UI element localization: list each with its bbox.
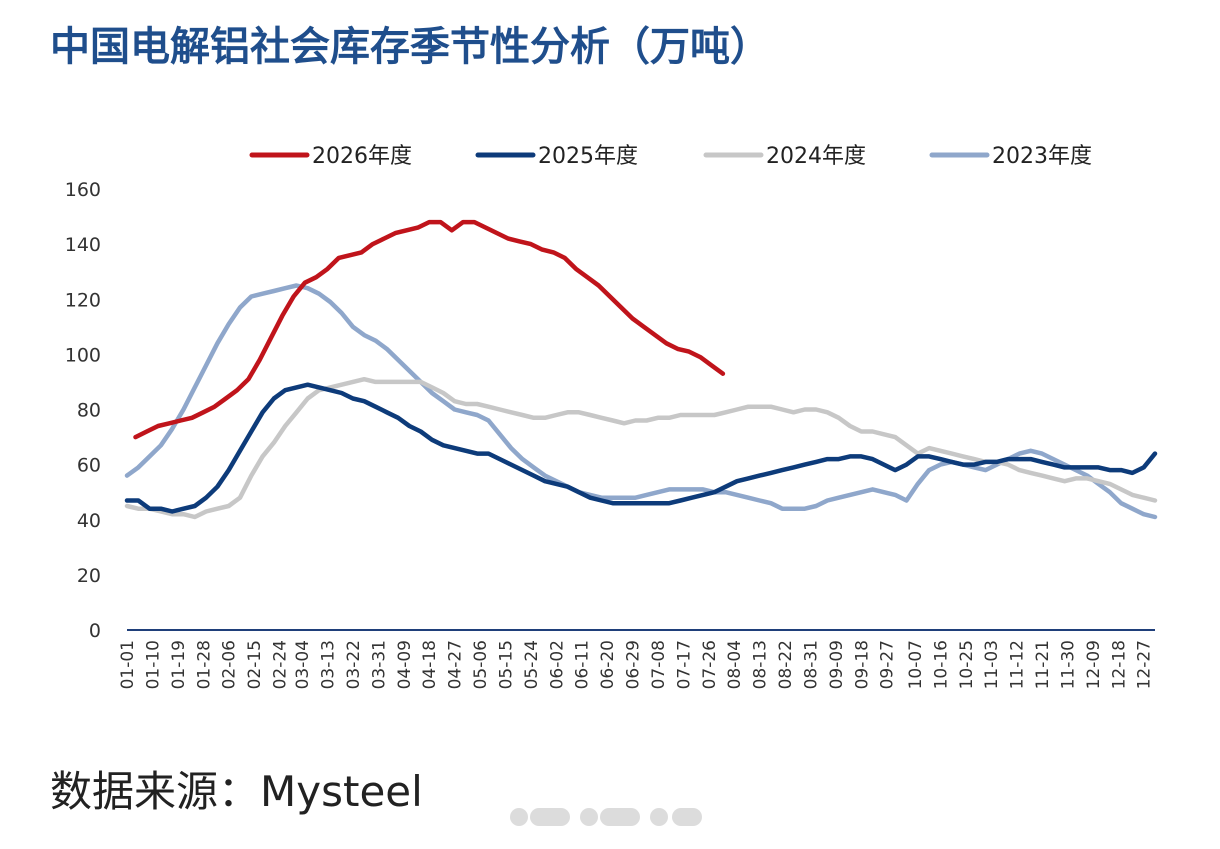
x-tick-label: 11-12 — [1008, 640, 1028, 689]
x-tick-label: 03-04 — [293, 640, 313, 689]
y-tick-label: 20 — [77, 565, 101, 587]
x-tick-label: 12-27 — [1135, 640, 1155, 689]
legend-label: 2024年度 — [766, 144, 866, 169]
y-tick-label: 160 — [65, 179, 101, 201]
series-line-2026年度 — [133, 219, 726, 440]
y-axis: 0 20 40 60 80 100 120 140 160 — [65, 179, 101, 642]
x-tick-label: 01-10 — [143, 640, 163, 689]
chart-title: 中国电解铝社会库存季节性分析（万吨） — [50, 24, 770, 70]
x-tick-label: 08-04 — [725, 640, 745, 689]
x-tick-label: 01-28 — [194, 640, 214, 689]
x-tick-label: 08-31 — [801, 640, 821, 689]
x-tick-label: 12-18 — [1109, 640, 1129, 689]
x-tick-label: 08-22 — [776, 640, 796, 689]
x-tick-label: 05-06 — [471, 640, 491, 689]
x-tick-label: 09-18 — [852, 640, 872, 689]
y-tick-label: 60 — [77, 455, 101, 477]
y-tick-label: 100 — [65, 344, 101, 366]
x-tick-label: 06-02 — [547, 640, 567, 689]
x-tick-label: 10-07 — [906, 640, 926, 689]
x-tick-label: 09-09 — [827, 640, 847, 689]
x-tick-label: 07-08 — [649, 640, 669, 689]
x-tick-label: 02-15 — [245, 640, 265, 689]
x-tick-label: 06-29 — [624, 640, 644, 689]
x-tick-label: 05-24 — [522, 640, 542, 689]
x-axis: 01-01 01-10 01-19 01-28 02-06 02-15 02-24 03-04… — [118, 629, 1155, 689]
series-line-2025年度 — [124, 382, 1158, 514]
x-tick-label: 11-03 — [982, 640, 1002, 689]
y-tick-label: 40 — [77, 510, 101, 532]
x-tick-label: 06-20 — [598, 640, 618, 689]
x-tick-label: 02-24 — [271, 640, 291, 689]
x-tick-label: 11-30 — [1058, 640, 1078, 689]
x-tick-label: 09-27 — [878, 640, 898, 689]
y-tick-label: 80 — [77, 400, 101, 422]
x-tick-label: 07-26 — [700, 640, 720, 689]
x-tick-label: 08-13 — [751, 640, 771, 689]
x-tick-label: 04-09 — [395, 640, 415, 689]
x-tick-label: 05-15 — [496, 640, 516, 689]
series-lines — [124, 219, 1158, 520]
x-tick-label: 03-22 — [344, 640, 364, 689]
y-tick-label: 0 — [89, 620, 101, 642]
x-tick-label: 12-09 — [1084, 640, 1104, 689]
x-tick-label: 03-31 — [369, 640, 389, 689]
x-tick-label: 01-19 — [169, 640, 189, 689]
x-tick-label: 11-21 — [1033, 640, 1053, 689]
series-line-2023年度 — [124, 283, 1158, 520]
page-indicator-dots-icon — [510, 808, 702, 826]
legend-label: 2025年度 — [538, 144, 638, 169]
x-tick-label: 07-17 — [674, 640, 694, 689]
x-tick-label: 02-06 — [220, 640, 240, 689]
x-tick-label: 03-13 — [319, 640, 339, 689]
legend: 2026年度 2025年度 2024年度 2023年度 — [249, 144, 1092, 169]
data-source: 数据来源：Mysteel — [50, 767, 423, 816]
x-tick-label: 10-16 — [931, 640, 951, 689]
x-tick-label: 10-25 — [957, 640, 977, 689]
y-tick-label: 140 — [65, 234, 101, 256]
y-tick-label: 120 — [65, 289, 101, 311]
x-tick-label: 06-11 — [573, 640, 593, 689]
x-tick-label: 04-18 — [420, 640, 440, 689]
x-tick-label: 01-01 — [118, 640, 138, 689]
x-tick-label: 04-27 — [446, 640, 466, 689]
legend-label: 2023年度 — [992, 144, 1092, 169]
legend-label: 2026年度 — [312, 144, 412, 169]
